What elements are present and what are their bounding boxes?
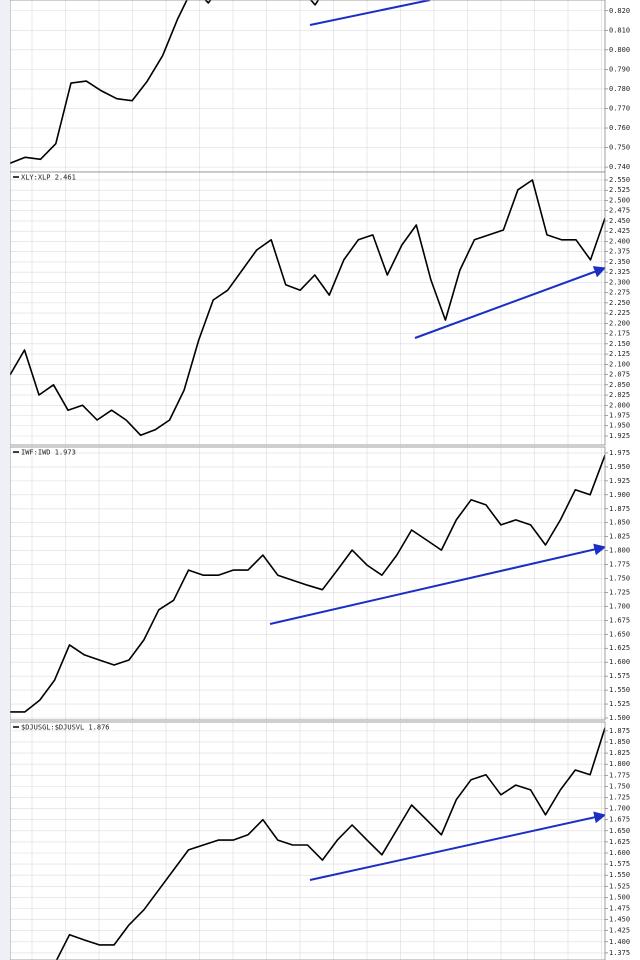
y-tick-label: 1.675 xyxy=(609,616,630,624)
y-tick-label: 0.750 xyxy=(609,144,630,152)
y-tick-label: 2.425 xyxy=(609,227,630,235)
y-tick-label: 1.650 xyxy=(609,827,630,835)
trend-arrow xyxy=(309,811,605,881)
y-tick-label: 1.950 xyxy=(609,463,630,471)
panel-bg xyxy=(10,722,605,960)
y-tick-label: 1.575 xyxy=(609,672,630,680)
left-edge xyxy=(0,0,10,960)
y-tick-label: 2.100 xyxy=(609,360,630,368)
y-tick-label: 2.275 xyxy=(609,289,630,297)
y-tick-label: 1.525 xyxy=(609,700,630,708)
y-tick-label: 2.325 xyxy=(609,268,630,276)
y-tick-label: 1.575 xyxy=(609,860,630,868)
y-tick-label: 1.800 xyxy=(609,547,630,555)
line xyxy=(10,0,320,164)
y-tick-label: 1.425 xyxy=(609,927,630,935)
y-tick-label: 2.125 xyxy=(609,350,630,358)
y-tick-label: 1.875 xyxy=(609,505,630,513)
y-tick-label: 1.750 xyxy=(609,575,630,583)
trend-arrow xyxy=(309,0,431,26)
legend-label: IWF:IWD 1.973 xyxy=(21,449,76,457)
trend-arrow xyxy=(414,266,605,339)
y-tick-label: 1.975 xyxy=(609,449,630,457)
y-tick-label: 1.475 xyxy=(609,904,630,912)
y-tick-label: 2.025 xyxy=(609,391,630,399)
y-tick-label: 2.350 xyxy=(609,258,630,266)
panel-bg xyxy=(10,0,605,172)
plot: XLY:XLP 2.461 xyxy=(10,174,605,436)
y-tick-label: 1.725 xyxy=(609,588,630,596)
y-tick-label: 1.625 xyxy=(609,644,630,652)
y-tick-label: 1.375 xyxy=(609,949,630,957)
y-tick-label: 0.800 xyxy=(609,46,630,54)
y-tick-label: 1.725 xyxy=(609,793,630,801)
y-tick-label: 2.200 xyxy=(609,319,630,327)
line xyxy=(10,179,605,436)
panel-bg xyxy=(10,447,605,720)
y-tick-label: 1.550 xyxy=(609,871,630,879)
plot xyxy=(10,0,431,164)
y-tick-label: 2.375 xyxy=(609,248,630,256)
y-tick-label: 1.650 xyxy=(609,630,630,638)
y-tick-label: 1.750 xyxy=(609,782,630,790)
y-tick-label: 0.810 xyxy=(609,26,630,34)
y-tick-label: 1.875 xyxy=(609,727,630,735)
y-tick-label: 1.675 xyxy=(609,816,630,824)
legend-label: $DJUSGL:$DJUSVL 1.876 xyxy=(21,724,110,732)
y-tick-label: 1.700 xyxy=(609,602,630,610)
y-tick-label: 1.775 xyxy=(609,561,630,569)
y-tick-label: 1.800 xyxy=(609,760,630,768)
y-tick-label: 2.050 xyxy=(609,381,630,389)
y-tick-label: 2.500 xyxy=(609,196,630,204)
y-tick-label: 1.500 xyxy=(609,893,630,901)
y-tick-label: 1.600 xyxy=(609,658,630,666)
y-tick-label: 2.525 xyxy=(609,186,630,194)
y-tick-label: 0.790 xyxy=(609,65,630,73)
y-tick-label: 2.450 xyxy=(609,217,630,225)
line xyxy=(10,454,605,713)
y-tick-label: 1.825 xyxy=(609,533,630,541)
y-tick-label: 1.850 xyxy=(609,519,630,527)
y-tick-label: 1.925 xyxy=(609,477,630,485)
y-tick-label: 1.825 xyxy=(609,749,630,757)
y-tick-label: 1.850 xyxy=(609,738,630,746)
line xyxy=(55,727,605,960)
y-tick-label: 1.975 xyxy=(609,412,630,420)
y-tick-label: 1.525 xyxy=(609,882,630,890)
y-tick-label: 1.925 xyxy=(609,432,630,440)
y-tick-label: 1.950 xyxy=(609,422,630,430)
y-tick-label: 1.450 xyxy=(609,916,630,924)
y-tick-label: 1.550 xyxy=(609,686,630,694)
legend-label: XLY:XLP 2.461 xyxy=(21,174,76,182)
y-tick-label: 2.400 xyxy=(609,237,630,245)
y-tick-label: 0.820 xyxy=(609,7,630,15)
y-tick-label: 2.175 xyxy=(609,330,630,338)
y-tick-label: 2.300 xyxy=(609,278,630,286)
plot: $DJUSGL:$DJUSVL 1.876 xyxy=(13,724,605,960)
y-tick-label: 1.400 xyxy=(609,938,630,946)
y-tick-label: 2.225 xyxy=(609,309,630,317)
y-tick-label: 0.760 xyxy=(609,124,630,132)
y-tick-label: 1.775 xyxy=(609,771,630,779)
y-tick-label: 2.150 xyxy=(609,340,630,348)
y-tick-label: 1.600 xyxy=(609,849,630,857)
y-tick-label: 1.625 xyxy=(609,838,630,846)
y-tick-label: 2.000 xyxy=(609,401,630,409)
y-tick-label: 2.075 xyxy=(609,371,630,379)
y-tick-label: 2.250 xyxy=(609,299,630,307)
y-tick-label: 1.700 xyxy=(609,805,630,813)
trend-arrow xyxy=(269,543,605,625)
y-tick-label: 1.900 xyxy=(609,491,630,499)
y-tick-label: 0.780 xyxy=(609,85,630,93)
y-tick-label: 0.770 xyxy=(609,104,630,112)
y-tick-label: 1.500 xyxy=(609,714,630,722)
y-tick-label: 2.475 xyxy=(609,207,630,215)
panel-bg xyxy=(10,172,605,445)
y-tick-label: 2.550 xyxy=(609,176,630,184)
plot: IWF:IWD 1.973 xyxy=(10,449,605,713)
y-tick-label: 0.740 xyxy=(609,163,630,171)
